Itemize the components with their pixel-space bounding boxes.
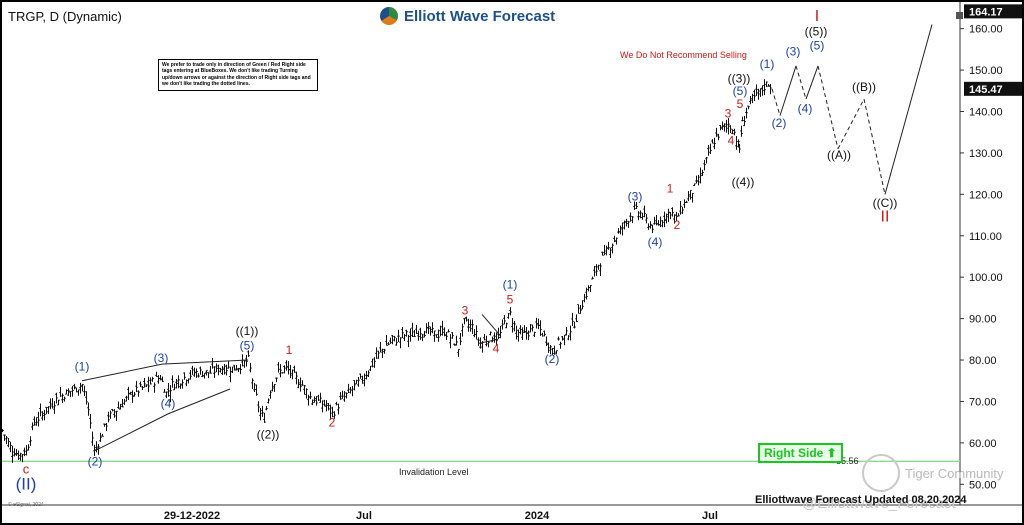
wave-label: (5)	[733, 84, 748, 98]
wave-label: 1	[286, 343, 293, 357]
y-tick-label: 130.00	[969, 148, 1003, 160]
wave-label: ((3))	[728, 71, 751, 85]
wave-label: (4)	[648, 235, 663, 249]
logo: Elliott Wave Forecast	[380, 7, 555, 25]
wave-label: (3)	[628, 190, 643, 204]
projection-segment	[817, 65, 839, 149]
wave-label: ((A))	[827, 148, 851, 162]
wave-label: (3)	[154, 351, 169, 365]
wave-label: ((5))	[805, 25, 828, 39]
trading-note: We prefer to trade only in direction of …	[158, 59, 318, 91]
wave-label: (1)	[75, 359, 90, 373]
updated-text: Elliottwave Forecast Updated 08.20.2024	[755, 494, 967, 506]
wave-label: c	[23, 462, 30, 477]
right-side-tag: Right Side ⬆	[758, 443, 843, 463]
esignal-credit: © eSignal, 2024	[8, 502, 44, 508]
settings-icon	[956, 12, 963, 19]
wave-label: 5	[737, 97, 744, 111]
projection-segment	[884, 24, 933, 195]
wave-label: (4)	[798, 102, 813, 116]
x-tick-label: 2024	[525, 510, 550, 522]
logo-icon	[380, 7, 398, 25]
y-tick-label: 100.00	[969, 272, 1003, 284]
wave-label: (1)	[760, 57, 775, 71]
y-tick-label: 120.00	[969, 189, 1003, 201]
projection-segment	[863, 98, 886, 195]
wave-label: ((C))	[873, 196, 898, 210]
y-tick-label: 80.00	[969, 355, 997, 367]
y-tick-label: 50.00	[969, 479, 997, 491]
y-tick-label: 70.00	[969, 396, 997, 408]
x-tick-label: Jul	[356, 510, 372, 522]
logo-text: Elliott Wave Forecast	[404, 7, 556, 25]
x-tick-label: Jul	[702, 510, 718, 522]
wave-label: I	[815, 8, 819, 25]
projection-segment	[837, 98, 865, 149]
wave-label: (4)	[161, 397, 176, 411]
y-tick-label: 110.00	[969, 231, 1002, 243]
projection-segment	[795, 65, 807, 100]
tiger-logo-icon	[862, 454, 900, 492]
watermark-community-text: Tiger Community	[905, 465, 1004, 481]
price-label: 164.17	[969, 6, 1003, 18]
wave-label: 4	[493, 342, 500, 356]
wave-label: 3	[462, 303, 469, 317]
wave-label: (2)	[772, 116, 787, 130]
wave-label: (1)	[503, 277, 518, 291]
wave-label: 2	[329, 415, 336, 429]
wave-label: 2	[674, 218, 681, 232]
wave-label: 3	[725, 106, 732, 120]
watermark-handle: @Elliottwave_Forecast	[802, 495, 956, 512]
y-tick-label: 90.00	[969, 314, 997, 326]
x-tick-label: 29-12-2022	[164, 510, 220, 522]
wave-label: II	[881, 208, 890, 225]
wave-label: (2)	[545, 352, 560, 366]
wave-label: 1	[667, 181, 674, 195]
wave-label: ((1))	[236, 324, 259, 338]
wave-label: ((B))	[852, 80, 876, 94]
y-tick-label: 160.00	[969, 24, 1003, 36]
invalidation-value: 55.56	[836, 456, 859, 466]
ticker-label: TRGP, D (Dynamic)	[8, 9, 122, 24]
channel-line	[81, 359, 249, 382]
warning-text: We Do Not Recommend Selling	[620, 50, 747, 60]
price-label-box	[964, 4, 1022, 19]
wave-label: 5	[507, 292, 514, 306]
price-label-box	[964, 81, 1022, 96]
channel-line	[477, 338, 499, 344]
projection-segment	[779, 65, 797, 116]
wave-label: 4	[728, 134, 735, 148]
channel-line	[93, 388, 231, 452]
wave-label: (5)	[810, 38, 825, 52]
channel-line	[481, 314, 501, 336]
invalidation-label: Invalidation Level	[399, 467, 469, 477]
price-label: 145.47	[969, 84, 1003, 96]
y-tick-label: 60.00	[969, 438, 997, 450]
wave-label: ((4))	[732, 175, 755, 189]
projection-segment	[805, 65, 819, 100]
watermark-community: Tiger Community	[862, 454, 1003, 492]
wave-label: (II)	[16, 474, 37, 493]
y-tick-label: 150.00	[969, 65, 1003, 77]
y-tick-label: 140.00	[969, 106, 1003, 118]
projection-segment	[771, 88, 781, 116]
wave-label: (2)	[88, 455, 103, 469]
wave-label: (5)	[240, 339, 255, 353]
wave-label: ((2))	[257, 428, 280, 442]
wave-label: (3)	[786, 45, 801, 59]
